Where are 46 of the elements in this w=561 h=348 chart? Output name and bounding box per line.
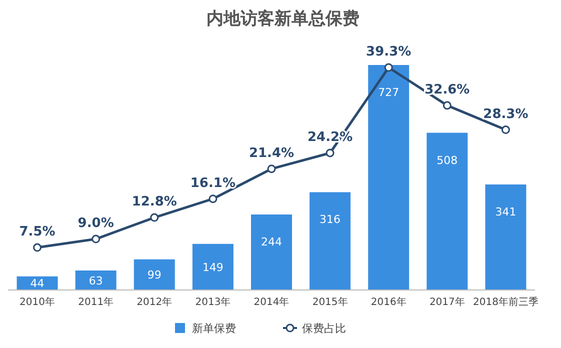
data-label: 7.5% — [19, 224, 56, 240]
point — [442, 101, 452, 110]
data-label: 63 — [88, 274, 103, 288]
data-label: 21.4% — [248, 146, 294, 161]
x-tick-label: 2010年 — [20, 296, 56, 308]
point — [33, 243, 42, 252]
x-tick-label: 2011年 — [78, 296, 114, 308]
data-label: 508 — [436, 154, 458, 167]
data-label: 99 — [147, 268, 162, 282]
data-label: 149 — [202, 260, 224, 274]
point — [208, 194, 218, 204]
legend-label: 新单保费 — [192, 322, 236, 335]
x-tick-label: 2018年前三季 — [472, 296, 538, 308]
point — [501, 126, 510, 134]
data-label: 244 — [261, 235, 282, 248]
point — [267, 164, 276, 174]
data-label: 9.0% — [78, 216, 114, 232]
bar — [426, 132, 468, 290]
point — [92, 234, 100, 244]
data-label: 39.3% — [366, 44, 412, 60]
data-label: 28.3% — [483, 106, 528, 122]
data-label: 12.8% — [132, 194, 177, 210]
x-tick-label: 2015年 — [312, 296, 348, 308]
bar — [310, 192, 351, 290]
data-label: 16.1% — [190, 176, 236, 191]
chart-title: 内地访客新单总保费 — [206, 9, 360, 29]
bar — [192, 244, 234, 290]
x-tick-label: 2016年 — [370, 296, 406, 308]
data-label: 341 — [495, 205, 516, 218]
data-label: 44 — [30, 277, 44, 290]
bar — [134, 259, 175, 290]
legend-label: 保费占比 — [302, 322, 346, 335]
data-label: 316 — [320, 213, 341, 226]
x-tick-label: 2017年 — [429, 296, 465, 308]
x-tick-label: 2012年 — [136, 296, 172, 308]
x-tick-label: 2013年 — [195, 296, 231, 308]
bar — [485, 184, 526, 290]
point — [326, 148, 334, 158]
bar — [368, 65, 410, 290]
x-tick-label: 2014年 — [254, 296, 290, 308]
point — [384, 63, 393, 72]
data-label: 727 — [378, 86, 400, 99]
point — [150, 213, 159, 222]
data-label: 32.6% — [424, 82, 470, 98]
bar — [251, 214, 292, 290]
bar — [75, 270, 116, 290]
